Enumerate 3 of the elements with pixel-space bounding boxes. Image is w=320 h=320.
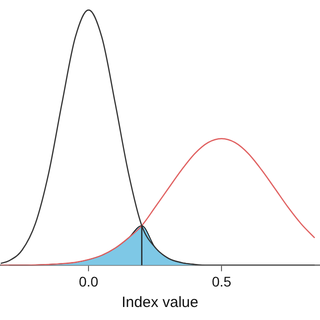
x-axis-title: Index value [122,294,198,312]
x-tick-label: 0.5 [212,273,232,290]
x-tick-label: 0.0 [78,273,99,290]
